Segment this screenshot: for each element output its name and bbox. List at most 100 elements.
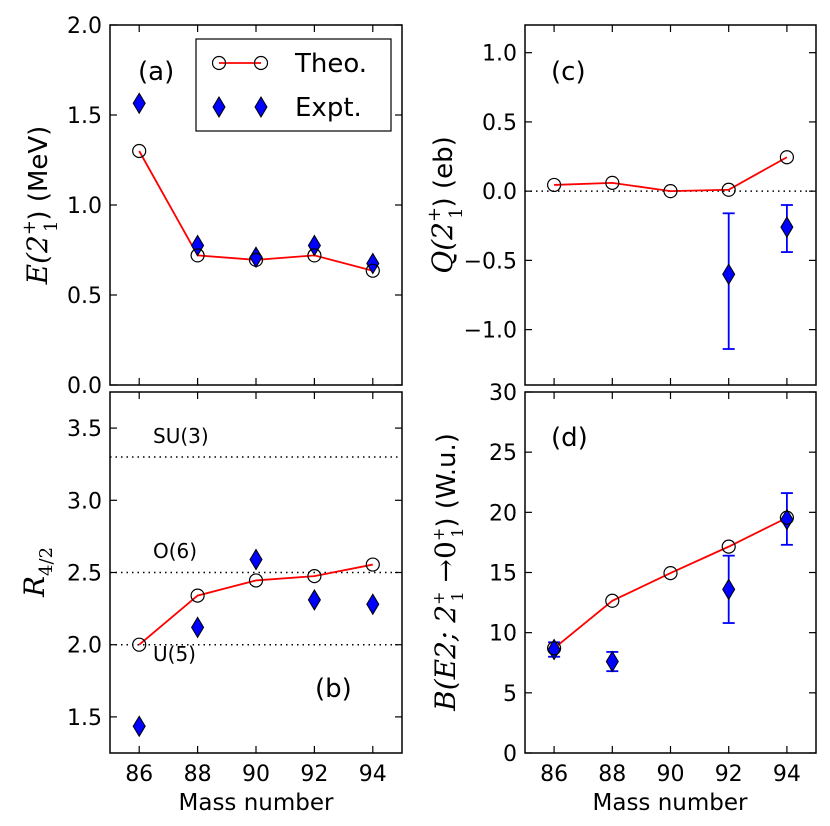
ref-label-su3: SU(3) — [153, 424, 209, 448]
expt-point — [780, 508, 794, 531]
expt-point — [249, 548, 263, 571]
ytick-label: 2.0 — [67, 14, 102, 39]
panel-b-marks: 1.5 2.0 2.5 3.0 3.5 86 88 90 92 94 — [67, 392, 402, 787]
svg-text:B(E2; 2+1 →0+1) (W.u.): B(E2; 2+1 →0+1) (W.u.) — [429, 433, 467, 712]
theo-point — [663, 184, 678, 199]
xtick-label: 88 — [598, 762, 626, 787]
xtick-label: 86 — [125, 762, 153, 787]
xtick-label: 86 — [540, 762, 568, 787]
theo-line — [554, 156, 788, 193]
panel-a-yaxis-label: E(2+1) (MeV) — [19, 126, 62, 286]
theo-point — [605, 593, 620, 608]
ytick-label: 15 — [489, 562, 517, 587]
ytick-label: 2.5 — [67, 562, 102, 587]
ytick-label: 1.0 — [67, 194, 102, 219]
expt-point — [191, 234, 205, 257]
ytick-label: −1.0 — [464, 319, 517, 344]
theo-point — [779, 150, 795, 165]
xtick-label: 94 — [359, 762, 387, 787]
theo-point — [721, 539, 736, 554]
legend-theo-marker-left — [211, 55, 227, 71]
xtick-label: 94 — [773, 762, 801, 787]
panel-d-marks: 0 5 10 15 20 25 30 86 88 90 92 94 — [489, 381, 816, 787]
theo-point — [248, 573, 264, 588]
ytick-label: 0.5 — [67, 284, 102, 309]
theo-point — [779, 510, 795, 525]
ytick-label: 5 — [503, 682, 517, 707]
expt-point — [307, 234, 321, 257]
expt-point — [722, 578, 736, 601]
ref-label-u5: U(5) — [153, 642, 196, 666]
ytick-label: 10 — [489, 622, 517, 647]
theo-point — [307, 569, 322, 584]
theo-point — [605, 175, 620, 190]
svg-text:E(2+1) (MeV): E(2+1) (MeV) — [19, 126, 62, 286]
chart-marks: 0.0 0.5 1.0 1.5 2.0 1.5 2.0 2.5 3.0 3.5 86 88 90 92 94… — [67, 14, 816, 787]
expt-point — [132, 92, 146, 115]
theo-point — [546, 177, 562, 193]
theo-line — [553, 516, 788, 650]
xtick-label: 92 — [715, 762, 743, 787]
ytick-label: 0.0 — [482, 180, 517, 205]
legend: Theo. Expt. — [195, 38, 392, 132]
legend-expt-label: Expt. — [295, 93, 362, 123]
xtick-label: 90 — [242, 762, 270, 787]
ytick-label: 1.5 — [67, 706, 102, 731]
theo-point — [546, 641, 562, 656]
expt-point — [132, 715, 146, 738]
panel-b-yaxis-label: R4/2 — [18, 547, 57, 598]
panel-b-label: (b) — [315, 674, 352, 704]
legend-frame — [195, 38, 392, 132]
expt-point — [366, 252, 380, 275]
expt-point — [366, 593, 380, 616]
expt-point — [780, 216, 794, 239]
expt-point — [722, 263, 736, 286]
theo-point — [248, 252, 264, 267]
xtick-label: 90 — [657, 762, 685, 787]
legend-entry-theo: Theo. — [211, 49, 367, 79]
theo-point — [190, 588, 205, 603]
ytick-label: 0.5 — [482, 111, 517, 136]
ytick-label: 0.0 — [67, 374, 102, 399]
ytick-label: 1.0 — [482, 42, 517, 67]
svg-text:Q(2+1) (eb): Q(2+1) (eb) — [424, 136, 467, 273]
theo-point — [307, 248, 322, 263]
legend-theo-marker-right — [253, 55, 269, 71]
expt-point — [307, 588, 321, 611]
ytick-label: 20 — [489, 501, 517, 526]
panel-c-yaxis-label: Q(2+1) (eb) — [424, 136, 467, 273]
ytick-label: 3.0 — [67, 489, 102, 514]
ytick-label: 2.0 — [67, 634, 102, 659]
panel-d-yaxis-label: B(E2; 2+1 →0+1) (W.u.) — [429, 433, 467, 712]
expt-point — [191, 616, 205, 639]
ytick-label: 0 — [503, 742, 517, 767]
theo-line — [138, 563, 373, 646]
panel-a-label: (a) — [138, 57, 174, 87]
ytick-label: 1.5 — [67, 104, 102, 129]
theo-point — [663, 566, 678, 581]
legend-expt-marker-right — [254, 96, 268, 118]
panel-d-xaxis-label: Mass number — [593, 790, 749, 816]
theo-point — [365, 557, 380, 572]
expt-point — [605, 650, 619, 673]
expt-point — [249, 246, 263, 269]
panel-b-xaxis-label: Mass number — [179, 790, 335, 816]
ytick-label: 25 — [489, 441, 517, 466]
theo-point — [132, 637, 147, 652]
panel-b: (b) R4/2 Mass number SU(3) O(6) U(5) — [18, 391, 403, 816]
ytick-label: −0.5 — [464, 249, 517, 274]
panel-c-marks: −1.0 −0.5 0.0 0.5 1.0 — [464, 25, 816, 385]
theo-point — [132, 143, 147, 159]
legend-entry-expt: Expt. — [212, 93, 362, 123]
svg-text:R4/2: R4/2 — [18, 547, 57, 598]
panel-a-marks: 0.0 0.5 1.0 1.5 2.0 — [67, 14, 402, 399]
ref-label-o6: O(6) — [153, 539, 197, 563]
xtick-label: 92 — [300, 762, 328, 787]
xtick-label: 88 — [184, 762, 212, 787]
legend-theo-label: Theo. — [294, 49, 367, 79]
ytick-label: 30 — [489, 381, 517, 406]
panel-d: (d) B(E2; 2+1 →0+1) (W.u.) Mass number — [429, 391, 817, 816]
panel-d-label: (d) — [551, 423, 588, 453]
panel-a: (a) E(2+1) (MeV) Theo. Expt. — [19, 24, 403, 386]
panel-c: (c) Q(2+1) (eb) — [424, 24, 817, 386]
